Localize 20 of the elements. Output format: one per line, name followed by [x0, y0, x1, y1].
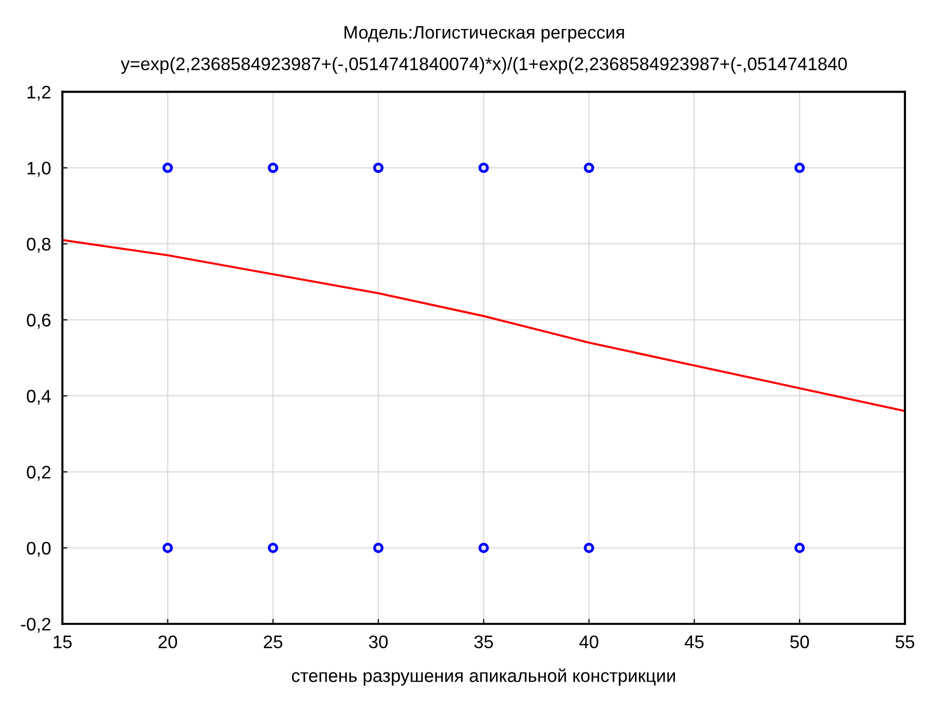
- chart-subtitle: y=exp(2,2368584923987+(-,0514741840074)*x)/(1+exp(2,2368584923987+(-,0514741840: [120, 57, 847, 74]
- x-tick-label: 35: [474, 635, 493, 648]
- y-tick-label: 1,2: [28, 86, 50, 101]
- x-tick-label: 25: [264, 635, 282, 648]
- y-tick-label: 0,4: [26, 390, 51, 405]
- chart-title: Модель:Логистическая регрессия: [344, 26, 624, 42]
- x-axis-title: степень разрушения апикальной констрикции: [292, 668, 675, 686]
- y-tick-label: 0,6: [26, 314, 50, 329]
- y-tick-label: 1,0: [28, 162, 51, 177]
- x-tick-label: 40: [579, 635, 598, 648]
- x-tick-label: 30: [368, 635, 388, 648]
- x-tick-label: 20: [158, 635, 178, 648]
- x-tick-label: 45: [684, 636, 704, 648]
- y-tick-label: -0,2: [20, 618, 50, 633]
- x-tick-label: 55: [896, 636, 914, 648]
- y-tick-label: 0,2: [26, 466, 50, 481]
- y-tick-label: 0,0: [26, 542, 51, 557]
- y-tick-label: 0,8: [26, 238, 50, 253]
- x-tick-label: 50: [790, 635, 809, 648]
- x-tick-label: 15: [54, 636, 72, 648]
